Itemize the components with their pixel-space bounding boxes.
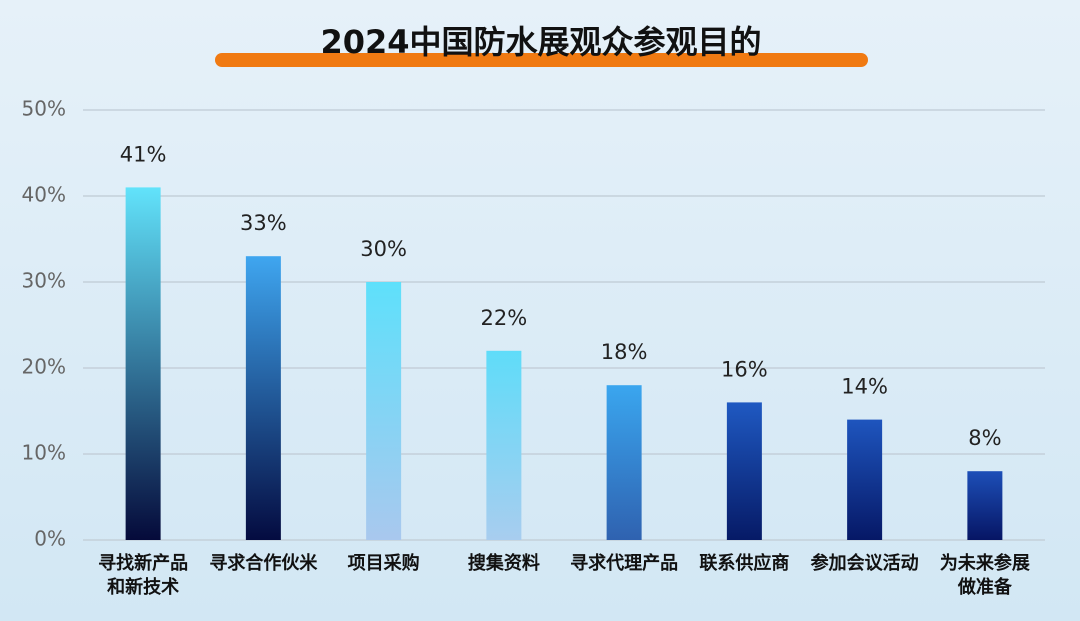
- data-label: 33%: [240, 211, 287, 235]
- x-tick-label: 项目采购: [347, 553, 420, 574]
- bar: [967, 471, 1003, 540]
- x-tick-label: 联系供应商: [699, 553, 790, 574]
- bar: [847, 419, 883, 540]
- y-tick-label: 0%: [34, 527, 66, 551]
- data-label: 8%: [968, 426, 1001, 450]
- data-label: 16%: [721, 357, 768, 381]
- data-label: 18%: [601, 340, 648, 364]
- y-tick-label: 20%: [22, 355, 66, 379]
- x-tick-label: 寻求代理产品: [570, 553, 679, 574]
- chart-title: 2024中国防水展观众参观目的: [320, 23, 761, 61]
- x-tick-label: 寻找新产品和新技术: [98, 553, 189, 598]
- data-label: 14%: [841, 375, 888, 399]
- x-tick-label: 参加会议活动: [810, 553, 919, 574]
- y-tick-label: 30%: [22, 269, 66, 293]
- bar: [726, 402, 762, 540]
- bar: [366, 282, 402, 540]
- y-tick-label: 40%: [22, 183, 66, 207]
- y-tick-label: 50%: [22, 97, 66, 121]
- x-tick-label: 寻求合作伙米: [209, 553, 318, 574]
- bar: [245, 256, 281, 540]
- bar: [125, 187, 161, 540]
- y-tick-label: 10%: [22, 441, 66, 465]
- x-tick-label: 为未来参展做准备: [939, 553, 1030, 598]
- data-label: 30%: [360, 237, 407, 261]
- data-label: 41%: [120, 142, 167, 166]
- title-underline: [215, 53, 868, 67]
- data-label: 22%: [481, 306, 528, 330]
- bar: [486, 350, 522, 540]
- x-tick-label: 搜集资料: [467, 553, 540, 574]
- bar: [606, 385, 642, 540]
